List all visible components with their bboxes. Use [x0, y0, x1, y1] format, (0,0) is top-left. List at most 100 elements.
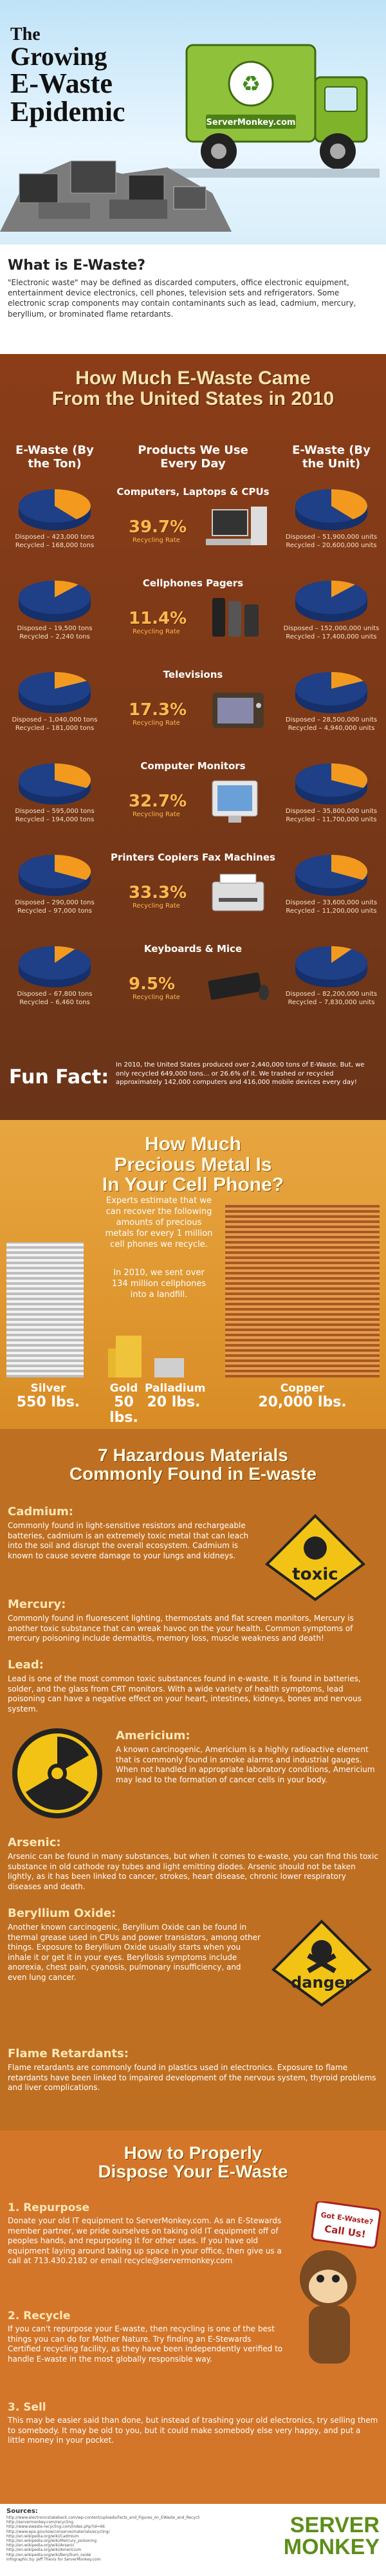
pie-recycled-slice	[331, 489, 367, 519]
sources-list: http://www.electronicstakeback.com/wp-co…	[6, 2515, 199, 2562]
device-name: Televisions	[163, 669, 223, 680]
metal-name: Silver	[30, 1382, 66, 1395]
source-line: http://www.ewaste-recycling.com/index.ph…	[6, 2525, 105, 2530]
hazard-text: Commonly found in fluorescent lighting, …	[8, 1614, 354, 1643]
unit-disposed: Disposed – 33,600,000 units	[285, 899, 378, 906]
ton-pie	[16, 851, 93, 896]
source-line: http://en.wikipedia.org/wiki/Cadmium	[6, 2534, 79, 2539]
pie-chart-icon	[295, 489, 367, 530]
recycling-rate: 11.4%	[129, 609, 187, 628]
source-line: http://en.wikipedia.org/wiki/Beryllium_o…	[6, 2552, 91, 2557]
metal-para-2: In 2010, we sent over 134 million cellph…	[111, 1268, 207, 1300]
ton-recycled: Recycled – 181,000 tons	[15, 725, 95, 732]
hazard-americium: Americium: A known carcinogenic, Americi…	[116, 1729, 378, 1785]
unit-recycled: Recycled – 11,700,000 units	[286, 816, 377, 823]
unit-recycled: Recycled – 20,600,000 units	[286, 542, 377, 549]
usage-row: Disposed – 67,800 tons Recycled – 6,460 t…	[0, 935, 386, 1025]
recycling-rate-label: Recycling Rate	[133, 720, 180, 727]
metal-title-line-3: In Your Cell Phone?	[102, 1174, 284, 1195]
recycling-rate: 17.3%	[129, 700, 187, 720]
recycling-rate: 33.3%	[129, 883, 187, 902]
device-icon	[212, 693, 264, 728]
ton-pie	[16, 668, 93, 713]
hazard-flame-retardants: Flame Retardants: Flame retardants are c…	[8, 2047, 378, 2093]
hazard-name: Flame Retardants:	[8, 2047, 129, 2060]
hazard-arsenic: Arsenic: Arsenic can be found in many su…	[8, 1836, 378, 1892]
pie-chart-icon	[19, 581, 91, 622]
hazardous-materials-section: 7 Hazardous Materials Commonly Found in …	[0, 1429, 386, 2131]
ton-disposed: Disposed – 67,800 tons	[17, 991, 93, 998]
pie-recycled-slice	[55, 855, 91, 880]
metal-amount: 20 lbs.	[147, 1394, 201, 1410]
ton-caption: Disposed – 423,000 tons Recycled – 168,00…	[3, 533, 106, 550]
credit-line: Infographic by: Jeff Thevis for ServerMo…	[6, 2557, 101, 2562]
unit-caption: Disposed – 33,600,000 units Recycled – 11…	[280, 899, 383, 915]
toxic-sign-icon: toxic	[264, 1514, 366, 1601]
ton-disposed: Disposed – 595,000 tons	[15, 808, 95, 815]
metal-title-line-2: Precious Metal Is	[114, 1153, 272, 1175]
col-header-by-unit: E-Waste (By the Unit)	[292, 443, 371, 471]
unit-caption: Disposed – 35,800,000 units Recycled – 11…	[280, 807, 383, 824]
ton-caption: Disposed – 19,500 tons Recycled – 2,240 t…	[3, 624, 106, 641]
unit-pie	[293, 577, 370, 622]
ton-pie	[16, 577, 93, 622]
ton-caption: Disposed – 1,040,000 tons Recycled – 181,…	[3, 716, 106, 733]
metal-label: Gold 50 lbs.	[100, 1383, 148, 1426]
svg-text:♻: ♻	[241, 71, 261, 97]
pie-recycled-slice	[55, 763, 91, 789]
ton-disposed: Disposed – 19,500 tons	[17, 625, 93, 632]
title-line-1: The	[10, 24, 41, 44]
unit-recycled: Recycled – 7,830,000 units	[288, 999, 375, 1006]
unit-caption: Disposed – 51,900,000 units Recycled – 20…	[280, 533, 383, 550]
recycling-rate-label: Recycling Rate	[133, 628, 180, 635]
pie-recycled-slice	[55, 489, 91, 519]
ewaste-2010-section: How Much E-Waste Came From the United St…	[0, 354, 386, 1120]
step-name: 3. Sell	[8, 2401, 46, 2414]
device-name: Printers Copiers Fax Machines	[111, 852, 275, 863]
precious-metal-section: How Much Precious Metal Is In Your Cell …	[0, 1120, 386, 1429]
unit-pie	[293, 485, 370, 530]
device-icon	[212, 873, 264, 911]
pie-chart-icon	[295, 581, 367, 622]
recycling-rate-label: Recycling Rate	[133, 994, 180, 1001]
unit-pie	[293, 851, 370, 896]
ton-recycled: Recycled – 2,240 tons	[19, 633, 90, 640]
ton-pie	[16, 760, 93, 805]
device-icon	[212, 780, 258, 823]
sources-footer: Sources: http://www.electronicstakeback.…	[0, 2504, 386, 2576]
device-icon	[208, 972, 269, 1000]
metal-title-line-1: How Much	[145, 1134, 241, 1155]
dispose-section: How to Properly Dispose Your E-Waste 1. …	[0, 2131, 386, 2504]
metal-name: Palladium	[145, 1382, 206, 1395]
unit-disposed: Disposed – 152,000,000 units	[283, 625, 380, 632]
step-name: 2. Recycle	[8, 2310, 71, 2322]
pie-recycled-slice	[55, 946, 75, 963]
recycling-rate-label: Recycling Rate	[133, 537, 180, 544]
ton-disposed: Disposed – 1,040,000 tons	[12, 716, 98, 723]
unit-caption: Disposed – 152,000,000 units Recycled – 1…	[280, 624, 383, 641]
metal-label: Copper 20,000 lbs.	[232, 1383, 373, 1410]
garbage-truck-illustration: ♻ ServerMonkey.com	[167, 44, 380, 178]
page-title: The Growing E-Waste Epidemic	[10, 26, 178, 126]
metal-label: Palladium 20 lbs.	[145, 1382, 206, 1410]
ton-caption: Disposed – 290,000 tons Recycled – 97,000…	[3, 899, 106, 915]
pie-chart-icon	[19, 855, 91, 896]
usage-title-line-2: From the United States in 2010	[51, 387, 335, 409]
ton-caption: Disposed – 595,000 tons Recycled – 194,00…	[3, 807, 106, 824]
hazard-text: Commonly found in light-sensitive resist…	[8, 1521, 249, 1560]
hazard-text: Another known carcinogenic, Beryllium Ox…	[8, 1923, 261, 1982]
logo-line-2: MONKEY	[283, 2535, 380, 2559]
ton-recycled: Recycled – 168,000 tons	[15, 542, 95, 549]
ton-disposed: Disposed – 423,000 tons	[15, 534, 95, 541]
metal-title: How Much Precious Metal Is In Your Cell …	[0, 1134, 386, 1195]
toxic-sign-label: toxic	[292, 1565, 338, 1584]
hazard-text: Flame retardants are commonly found in p…	[8, 2063, 376, 2093]
hazard-text: A known carcinogenic, Americium is a hig…	[116, 1745, 375, 1784]
pie-recycled-slice	[331, 581, 355, 597]
step-text: If you can't repurpose your E-waste, the…	[8, 2324, 283, 2364]
hazard-name: Lead:	[8, 1658, 44, 1672]
hazard-title: 7 Hazardous Materials Commonly Found in …	[0, 1446, 386, 1484]
unit-recycled: Recycled – 11,200,000 units	[286, 908, 377, 915]
device-name: Keyboards & Mice	[143, 943, 243, 955]
